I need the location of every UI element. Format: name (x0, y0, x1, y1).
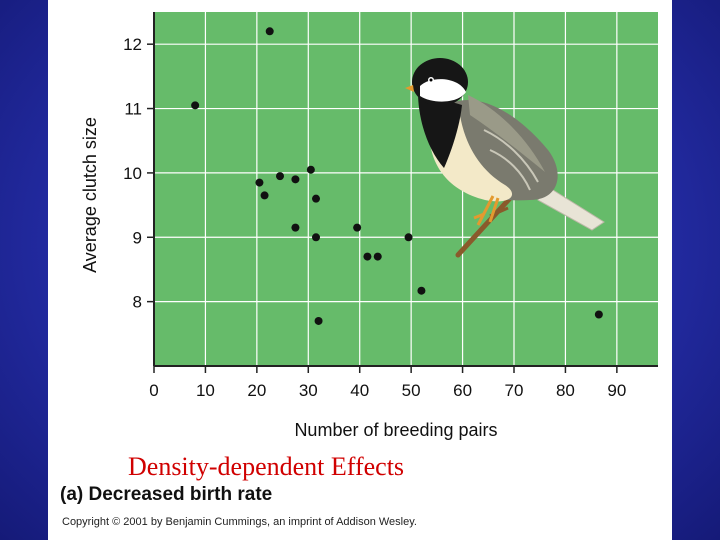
copyright-notice: Copyright © 2001 by Benjamin Cummings, a… (62, 516, 417, 528)
x-axis-title: Number of breeding pairs (294, 420, 497, 440)
data-point (314, 316, 323, 325)
x-tick-label: 0 (149, 381, 158, 400)
y-tick-label: 10 (123, 164, 142, 183)
x-tick-label: 10 (196, 381, 215, 400)
x-tick-label: 40 (350, 381, 369, 400)
data-point (265, 27, 274, 36)
data-point (276, 172, 284, 181)
data-point (312, 194, 320, 203)
x-tick-label: 90 (607, 381, 626, 400)
data-points (191, 27, 603, 325)
x-tick-label: 30 (299, 381, 318, 400)
chickadee-bird-illustration (405, 58, 605, 258)
y-tick-label: 11 (124, 100, 142, 119)
data-point (312, 233, 320, 242)
y-tick-label: 12 (123, 35, 142, 54)
slide-title: Density-dependent Effects (128, 452, 405, 481)
data-point (260, 191, 269, 200)
figure-caption: (a) Decreased birth rate (60, 484, 273, 505)
x-tick-label: 50 (402, 381, 421, 400)
axes (153, 12, 658, 367)
data-point (404, 233, 413, 242)
x-tick-label: 60 (453, 381, 472, 400)
x-tick-label: 70 (505, 381, 524, 400)
y-axis-ticks: 8 9 10 11 12 (123, 35, 154, 312)
y-tick-label: 9 (133, 228, 142, 247)
y-tick-label: 8 (133, 293, 142, 312)
x-tick-label: 20 (247, 381, 266, 400)
data-point (373, 252, 382, 261)
data-point (306, 165, 315, 174)
data-point (594, 310, 603, 319)
data-point (417, 286, 426, 295)
y-axis-title: Average clutch size (80, 117, 100, 273)
x-axis-ticks: 0 10 20 30 40 50 60 70 80 90 (149, 366, 626, 400)
data-point (191, 101, 200, 110)
data-point (363, 252, 372, 261)
data-point (353, 223, 362, 232)
plot-area (154, 12, 658, 366)
x-tick-label: 80 (556, 381, 575, 400)
data-point (255, 178, 264, 187)
data-point (291, 175, 300, 184)
data-point (291, 223, 300, 232)
